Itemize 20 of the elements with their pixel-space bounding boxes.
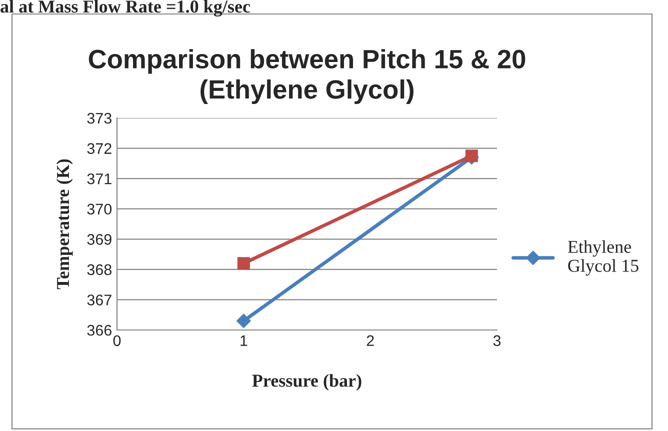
point — [236, 314, 251, 328]
y-tick-label: 367 — [87, 294, 112, 306]
text: al at Mass Flow Rate =1.0 kg/sec — [0, 0, 250, 17]
y-tick-label: 370 — [87, 204, 112, 215]
y-tick-label: 369 — [87, 234, 112, 245]
y-axis-title: Temperature (K) — [56, 159, 73, 290]
x-tick-label: 2 — [366, 335, 374, 346]
legend-label: Ethylene Glycol 15 — [568, 240, 638, 276]
point — [237, 257, 250, 270]
y-tick-label: 368 — [87, 264, 112, 276]
y-tick-label: 373 — [87, 112, 112, 124]
y-tick-label: 372 — [87, 143, 112, 154]
y-tick-label: 366 — [87, 324, 112, 336]
x-tick-label: 3 — [493, 335, 501, 346]
x-tick-label: 0 — [113, 335, 121, 346]
chart-title: Comparison between Pitch 15 & 20 (Ethylene Glycol) — [88, 49, 526, 104]
y-tick-label: 371 — [87, 173, 112, 184]
x-axis-title: Pressure (bar) — [252, 374, 362, 390]
point — [465, 150, 478, 162]
x-tick-label: 1 — [240, 335, 248, 346]
